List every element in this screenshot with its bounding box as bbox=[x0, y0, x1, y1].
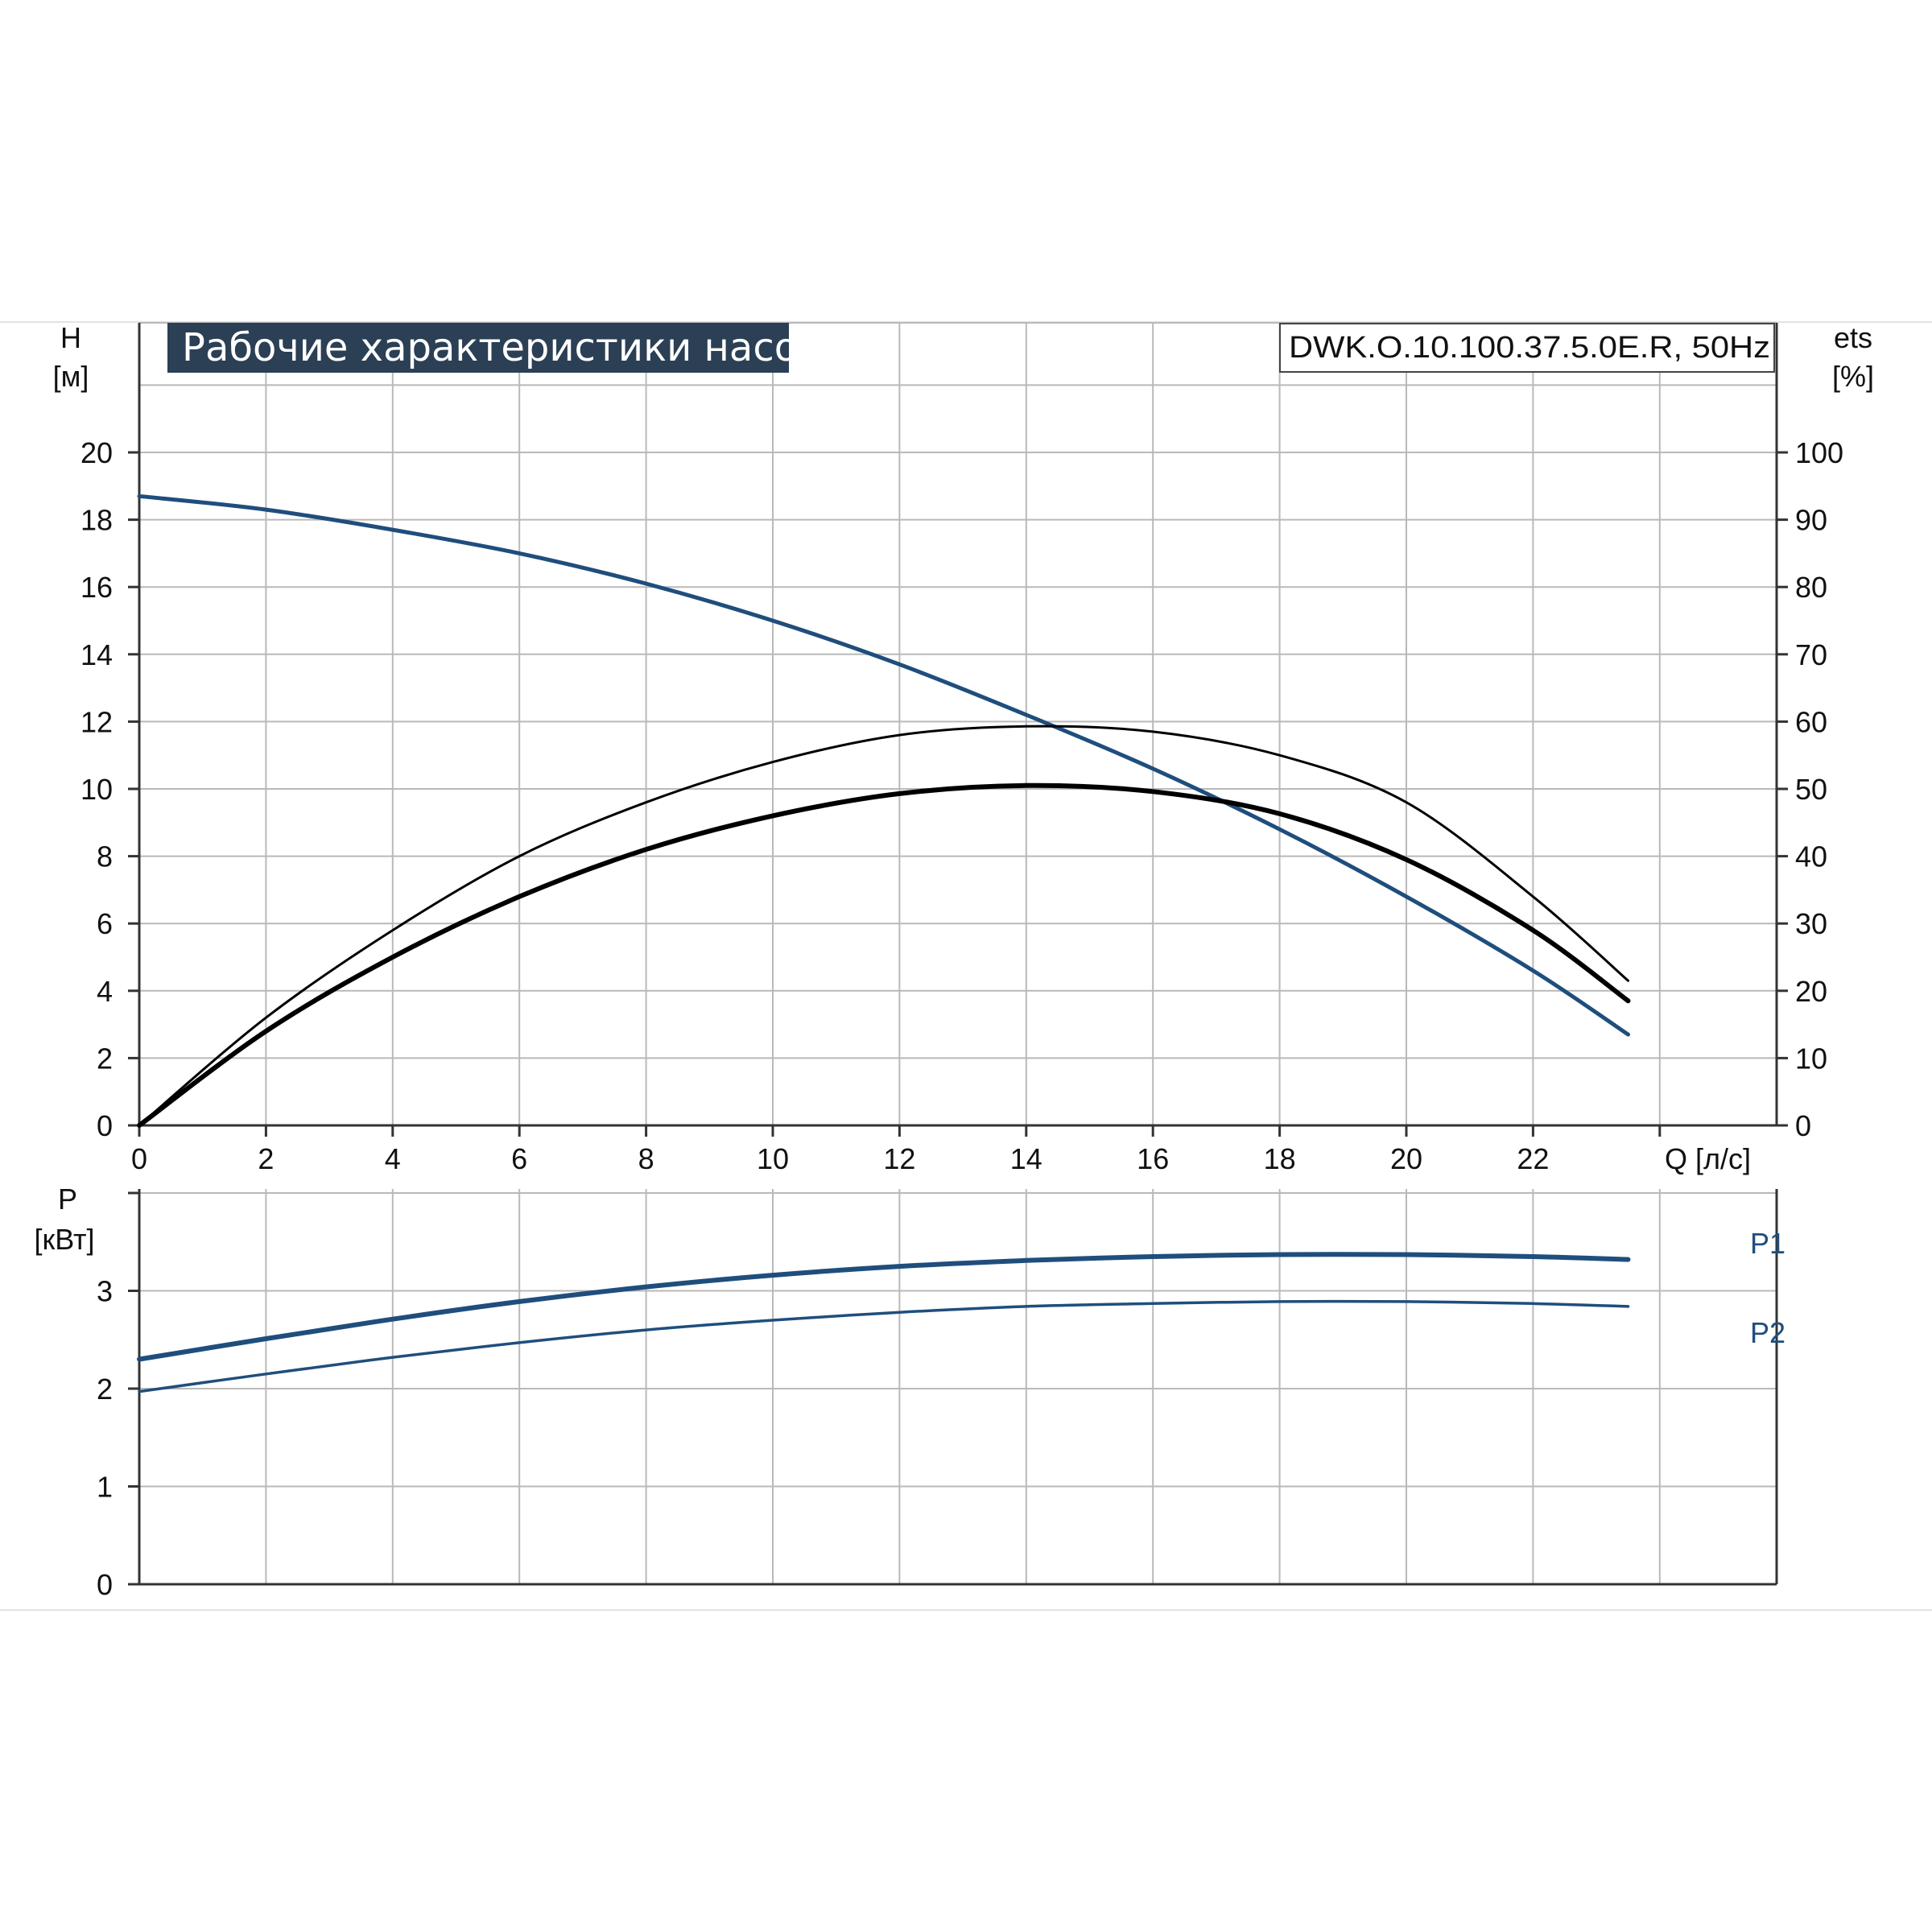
power-tick-label: 3 bbox=[97, 1275, 113, 1308]
y-right-label: ets bbox=[1834, 321, 1872, 354]
head-curve bbox=[137, 493, 1630, 1037]
power-tick-labels: 0 1 2 3 bbox=[97, 1275, 113, 1602]
y-right-tick-label: 80 bbox=[1795, 571, 1827, 604]
x-tick-label: 6 bbox=[511, 1142, 527, 1175]
x-tick-label: 10 bbox=[757, 1142, 789, 1175]
y-left-tick-label: 14 bbox=[80, 638, 113, 671]
y-right-tick-label: 50 bbox=[1795, 773, 1827, 806]
bottom-grid bbox=[139, 1189, 1777, 1584]
y-right-tick-label: 0 bbox=[1795, 1109, 1811, 1142]
chart-title: Рабочие характеристики насоса bbox=[182, 325, 843, 370]
y-left-tick-label: 2 bbox=[97, 1042, 113, 1075]
y-right-tick-label: 70 bbox=[1795, 638, 1827, 671]
y-left-tick-label: 12 bbox=[80, 705, 113, 738]
series-label-p1: P1 bbox=[1750, 1227, 1785, 1260]
y-left-tick-label: 6 bbox=[97, 907, 113, 940]
y-left-tick-labels: 0 2 4 6 8 10 12 14 16 18 20 bbox=[80, 436, 113, 1142]
x-tick-label: 20 bbox=[1390, 1142, 1422, 1175]
y-right-tick-label: 100 bbox=[1795, 436, 1843, 469]
x-tick-label: 12 bbox=[883, 1142, 915, 1175]
x-tick-label: 4 bbox=[385, 1142, 401, 1175]
y-left-label: H bbox=[60, 321, 81, 354]
y-right-tick-label: 30 bbox=[1795, 907, 1827, 940]
y-right-tick-label: 90 bbox=[1795, 504, 1827, 537]
x-axis-label: Q [л/с] bbox=[1665, 1142, 1751, 1175]
y-left-tick-label: 18 bbox=[80, 504, 113, 537]
power-axis-label: P bbox=[58, 1183, 77, 1216]
y-left-tick-label: 0 bbox=[97, 1109, 113, 1142]
top-series bbox=[137, 493, 1631, 1128]
x-tick-label: 16 bbox=[1137, 1142, 1169, 1175]
x-tick-label: 8 bbox=[638, 1142, 654, 1175]
model-box bbox=[1279, 323, 1775, 373]
y-right-tick-labels: 0 10 20 30 40 50 60 70 80 90 100 bbox=[1795, 436, 1843, 1142]
x-tick-label: 0 bbox=[131, 1142, 147, 1175]
x-tick-label: 18 bbox=[1264, 1142, 1296, 1175]
power-panel: 0 1 2 3 P [кВт] P1 P2 bbox=[34, 1183, 1785, 1601]
bottom-axes bbox=[128, 1189, 1778, 1586]
y-left-tick-label: 4 bbox=[97, 975, 113, 1008]
power-tick-label: 0 bbox=[97, 1568, 113, 1601]
head-efficiency-panel: 0 2 4 6 8 10 12 14 16 18 20 22 0 2 4 6 8 10 12 14 16 18 20 0 1… bbox=[53, 321, 1874, 1175]
x-tick-labels: 0 2 4 6 8 10 12 14 16 18 20 22 bbox=[131, 1142, 1549, 1175]
y-left-tick-label: 16 bbox=[80, 571, 113, 604]
y-left-tick-label: 8 bbox=[97, 840, 113, 873]
y-left-unit: [м] bbox=[53, 360, 89, 393]
power-curve-p1 bbox=[137, 1252, 1631, 1362]
y-right-tick-label: 40 bbox=[1795, 840, 1827, 873]
power-tick-label: 1 bbox=[97, 1471, 113, 1504]
series-label-p2: P2 bbox=[1750, 1316, 1785, 1349]
efficiency-curve-thin bbox=[138, 724, 1629, 1127]
efficiency-curve-thick bbox=[137, 782, 1631, 1128]
power-curve-p2 bbox=[138, 1299, 1630, 1393]
power-tick-label: 2 bbox=[97, 1373, 113, 1406]
x-tick-label: 14 bbox=[1010, 1142, 1042, 1175]
y-right-tick-label: 60 bbox=[1795, 705, 1827, 738]
power-axis-unit: [кВт] bbox=[34, 1223, 94, 1256]
y-left-tick-label: 10 bbox=[80, 773, 113, 806]
bottom-series bbox=[137, 1252, 1631, 1393]
y-right-tick-label: 20 bbox=[1795, 975, 1827, 1008]
top-grid bbox=[139, 322, 1777, 1125]
x-tick-label: 2 bbox=[258, 1142, 274, 1175]
model-label: DWK.O.10.100.37.5.0E.R, 50Hz bbox=[1289, 331, 1770, 365]
title-banner bbox=[167, 323, 789, 373]
x-tick-label: 22 bbox=[1517, 1142, 1549, 1175]
y-right-tick-label: 10 bbox=[1795, 1042, 1827, 1075]
y-right-unit: [%] bbox=[1832, 360, 1874, 393]
top-axes bbox=[128, 323, 1788, 1137]
y-left-tick-label: 20 bbox=[80, 436, 113, 469]
